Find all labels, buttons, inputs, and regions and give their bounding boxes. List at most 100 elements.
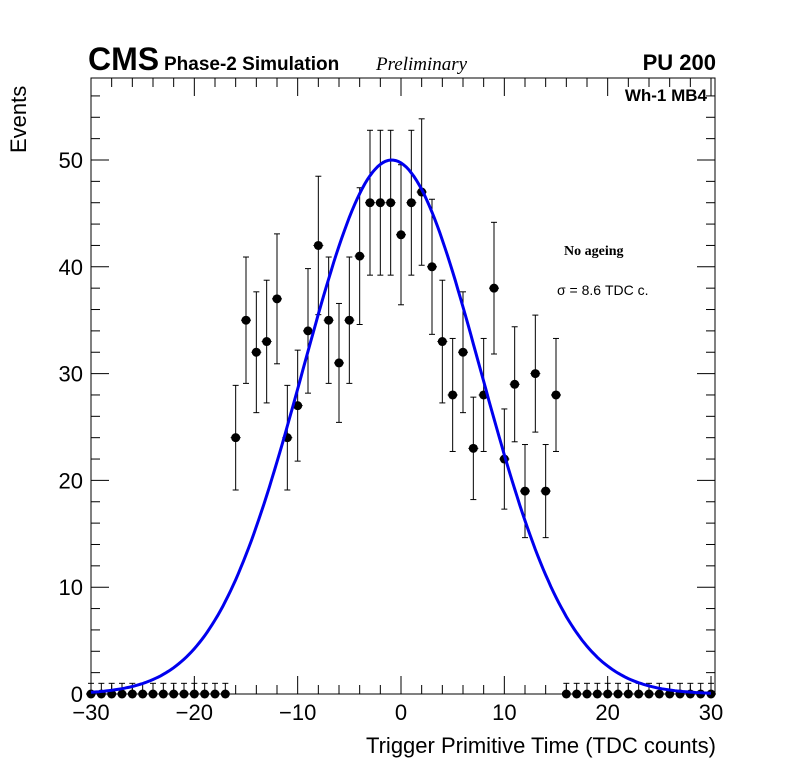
x-tick-label: −30 (72, 700, 109, 725)
marker (427, 262, 437, 272)
marker (117, 689, 127, 699)
data-point (447, 337, 458, 452)
marker (530, 369, 540, 379)
marker (169, 689, 179, 699)
data-point (613, 682, 623, 699)
data-point (540, 444, 551, 539)
marker (613, 689, 623, 699)
data-point (282, 384, 293, 491)
marker (572, 689, 582, 699)
marker (448, 390, 458, 400)
data-point (489, 221, 499, 355)
data-point (158, 682, 169, 699)
data-point (530, 314, 541, 433)
marker (592, 689, 602, 699)
data-point (199, 682, 210, 699)
data-point (189, 682, 200, 699)
marker (334, 358, 344, 368)
data-point (241, 256, 251, 384)
y-tick-label: 50 (59, 148, 83, 173)
data-point (623, 682, 634, 699)
data-point (354, 187, 365, 326)
sigma-label: σ = 8.6 TDC c. (557, 282, 649, 298)
data-point (230, 384, 241, 491)
data-point (344, 256, 355, 384)
x-tick-label: −10 (279, 700, 316, 725)
y-tick-label: 30 (59, 362, 83, 387)
y-tick-label: 10 (59, 575, 83, 600)
x-tick-label: −20 (176, 700, 213, 725)
marker (396, 230, 406, 240)
data-point (303, 268, 313, 394)
marker (303, 326, 313, 336)
marker (200, 689, 210, 699)
data-point (468, 396, 479, 501)
marker (324, 315, 334, 325)
data-point (148, 682, 158, 699)
y-tick-label: 40 (59, 255, 83, 280)
marker (179, 689, 189, 699)
marker (375, 198, 385, 208)
plot-frame (90, 77, 716, 695)
marker (262, 337, 272, 347)
marker (293, 401, 303, 411)
marker (386, 198, 396, 208)
marker (241, 315, 251, 325)
marker (551, 390, 561, 400)
data-point (272, 233, 282, 365)
marker (210, 689, 220, 699)
marker (644, 689, 654, 699)
data-point (644, 682, 654, 699)
data-point (385, 129, 396, 276)
data-point (654, 682, 665, 699)
subtitle: Phase-2 Simulation (164, 54, 339, 75)
marker (272, 294, 282, 304)
marker (406, 198, 416, 208)
data-point (633, 682, 644, 699)
y-axis-label: Events (6, 86, 31, 153)
cms-label: CMS (88, 41, 159, 77)
marker (582, 689, 592, 699)
data-point (561, 682, 572, 699)
marker (344, 315, 354, 325)
marker (313, 240, 323, 250)
data-point (127, 682, 138, 699)
marker (437, 337, 447, 347)
data-point (602, 682, 613, 699)
data-point (437, 279, 448, 404)
condition-label: No ageing (564, 244, 624, 259)
marker (603, 689, 613, 699)
data-point (551, 337, 561, 452)
data-point (509, 326, 520, 443)
marker (251, 347, 261, 357)
y-tick-label: 20 (59, 468, 83, 493)
data-point (406, 129, 417, 276)
marker (127, 689, 137, 699)
marker (189, 689, 199, 699)
marker (231, 433, 241, 443)
data-point (168, 682, 179, 699)
fit-curve (90, 158, 712, 695)
data-point (396, 164, 406, 306)
y-tick-label: 0 (71, 682, 83, 707)
marker (138, 689, 148, 699)
x-tick-label: 0 (395, 700, 407, 725)
data-point (220, 682, 231, 699)
data-point (313, 175, 324, 316)
data-point (427, 198, 437, 335)
x-axis-label: Trigger Primitive Time (TDC counts) (366, 733, 716, 758)
marker (489, 283, 499, 293)
status-label: Preliminary (375, 54, 468, 75)
marker (148, 689, 158, 699)
data-point (365, 129, 375, 276)
data-point (179, 682, 189, 699)
marker (365, 198, 375, 208)
data-point (251, 291, 262, 414)
pileup-label: PU 200 (643, 50, 716, 75)
data-point (571, 682, 582, 699)
x-tick-label: 20 (595, 700, 619, 725)
data-point (117, 682, 127, 699)
marker (561, 689, 571, 699)
